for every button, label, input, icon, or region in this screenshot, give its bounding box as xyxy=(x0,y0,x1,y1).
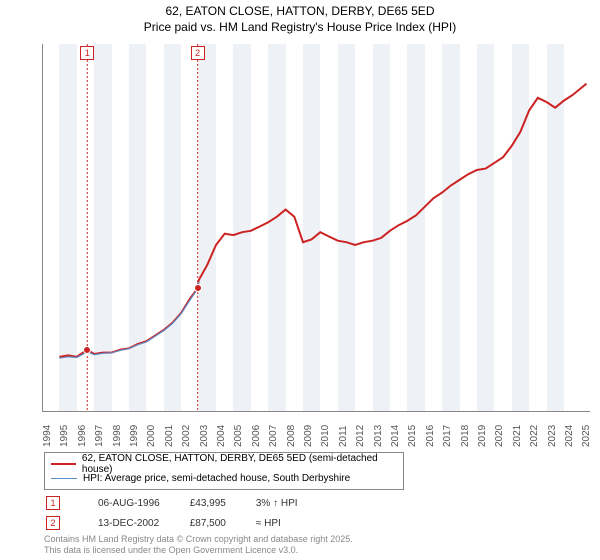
x-tick-label: 2007 xyxy=(268,425,279,447)
x-tick-label: 2009 xyxy=(303,425,314,447)
legend: 62, EATON CLOSE, HATTON, DERBY, DE65 5ED… xyxy=(44,452,404,490)
x-tick-label: 2006 xyxy=(251,425,262,447)
event-marker-box: 1 xyxy=(46,496,60,510)
x-tick-label: 2017 xyxy=(442,425,453,447)
x-tick-label: 2010 xyxy=(320,425,331,447)
events-row: 1 06-AUG-1996£43,9953% ↑ HPI xyxy=(46,494,326,512)
x-tick-label: 1996 xyxy=(77,425,88,447)
series-line-property xyxy=(59,84,586,357)
event-marker-cell: 1 xyxy=(46,494,96,512)
x-tick-label: 2020 xyxy=(494,425,505,447)
event-dot xyxy=(83,346,91,354)
x-tick-label: 2005 xyxy=(233,425,244,447)
x-tick-label: 1999 xyxy=(129,425,140,447)
copyright-line-1: Contains HM Land Registry data © Crown c… xyxy=(44,534,353,545)
events-row: 2 13-DEC-2002£87,500≈ HPI xyxy=(46,514,326,532)
x-tick-label: 2014 xyxy=(390,425,401,447)
event-marker: 1 xyxy=(80,46,94,60)
event-marker-cell: 2 xyxy=(46,514,96,532)
x-tick-label: 1995 xyxy=(59,425,70,447)
x-tick-label: 1994 xyxy=(42,425,53,447)
x-tick-label: 2013 xyxy=(373,425,384,447)
x-tick-label: 2008 xyxy=(286,425,297,447)
event-marker-box: 2 xyxy=(46,516,60,530)
x-tick-label: 2002 xyxy=(181,425,192,447)
x-tick-label: 1998 xyxy=(112,425,123,447)
x-tick-label: 1997 xyxy=(94,425,105,447)
x-tick-label: 2001 xyxy=(164,425,175,447)
plot-area: 12 xyxy=(42,44,590,412)
legend-label: HPI: Average price, semi-detached house,… xyxy=(83,473,350,484)
event-price: £43,995 xyxy=(190,494,254,512)
legend-item: 62, EATON CLOSE, HATTON, DERBY, DE65 5ED… xyxy=(51,457,397,471)
x-tick-label: 2015 xyxy=(407,425,418,447)
x-tick-label: 2004 xyxy=(216,425,227,447)
series-line-hpi xyxy=(59,282,198,358)
chart-title: 62, EATON CLOSE, HATTON, DERBY, DE65 5ED xyxy=(0,0,600,20)
x-tick-label: 2016 xyxy=(425,425,436,447)
legend-item: HPI: Average price, semi-detached house,… xyxy=(51,471,397,485)
x-tick-label: 2018 xyxy=(460,425,471,447)
x-tick-label: 2022 xyxy=(529,425,540,447)
legend-swatch xyxy=(51,463,76,465)
event-marker: 2 xyxy=(191,46,205,60)
copyright-line-2: This data is licensed under the Open Gov… xyxy=(44,545,353,556)
x-tick-label: 2012 xyxy=(355,425,366,447)
x-tick-label: 2021 xyxy=(512,425,523,447)
event-price: £87,500 xyxy=(190,514,254,532)
event-date: 13-DEC-2002 xyxy=(98,514,188,532)
x-tick-label: 2000 xyxy=(146,425,157,447)
x-tick-label: 2011 xyxy=(338,425,349,447)
x-tick-label: 2023 xyxy=(547,425,558,447)
events-table: 1 06-AUG-1996£43,9953% ↑ HPI 2 13-DEC-2002£… xyxy=(44,492,328,534)
event-date: 06-AUG-1996 xyxy=(98,494,188,512)
x-tick-label: 2024 xyxy=(564,425,575,447)
chart-lines xyxy=(42,44,590,412)
chart-area: £0£20K£40K£60K£80K£100K£120K£140K£160K£1… xyxy=(42,44,590,412)
chart-subtitle: Price paid vs. HM Land Registry's House … xyxy=(0,20,600,34)
event-note: 3% ↑ HPI xyxy=(256,494,326,512)
event-note: ≈ HPI xyxy=(256,514,326,532)
event-dot xyxy=(194,284,202,292)
x-tick-label: 2025 xyxy=(581,425,592,447)
x-tick-label: 2019 xyxy=(477,425,488,447)
copyright-notice: Contains HM Land Registry data © Crown c… xyxy=(44,534,353,556)
x-tick-label: 2003 xyxy=(199,425,210,447)
legend-swatch xyxy=(51,478,77,479)
